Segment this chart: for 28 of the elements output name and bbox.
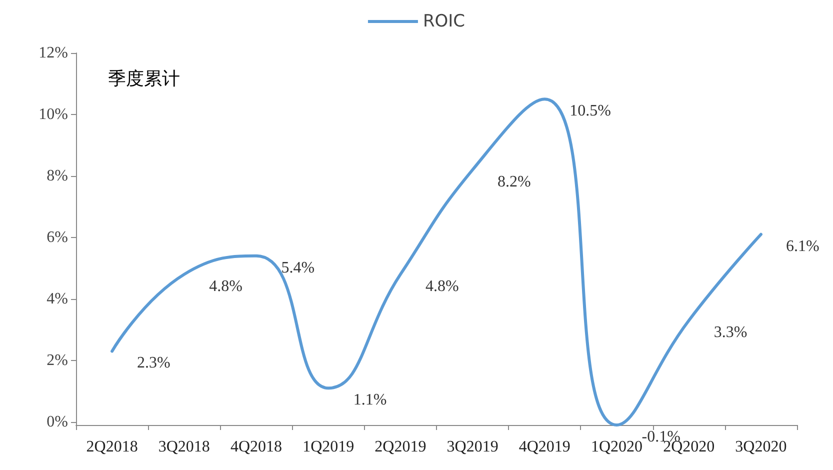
x-tick-label: 1Q2019	[302, 438, 354, 456]
data-label: 5.4%	[281, 259, 315, 276]
line-series	[110, 98, 762, 426]
y-tick-label: 8%	[46, 167, 68, 184]
legend-label: ROIC	[422, 12, 466, 32]
y-tick-label: 4%	[46, 290, 68, 308]
annotation: 季度累计	[108, 68, 180, 90]
data-label: 10.5%	[570, 102, 611, 120]
data-label: 4.8%	[209, 278, 242, 295]
data-label: 3.3%	[714, 324, 748, 341]
y-tick-label: 2%	[46, 352, 68, 369]
x-tick-label: 2Q2018	[86, 438, 138, 456]
y-tick-label: 6%	[46, 228, 68, 246]
x-tick-label: 4Q2018	[230, 438, 282, 456]
data-label: 4.8%	[425, 278, 459, 295]
x-tick-label: 2Q2019	[374, 438, 426, 456]
data-label: 6.1%	[786, 238, 820, 255]
x-tick-label: 3Q2018	[158, 438, 210, 456]
data-label: 8.2%	[498, 173, 531, 190]
data-label: 2.3%	[137, 354, 170, 372]
x-tick-label: 3Q2020	[735, 438, 787, 456]
x-tick-label: 1Q2020	[590, 438, 643, 456]
x-tick-label: 3Q2019	[446, 438, 498, 456]
y-tick-label: 12%	[38, 44, 68, 62]
data-label: 1.1%	[353, 392, 387, 409]
y-tick-label: 10%	[38, 106, 68, 123]
x-tick-label: 4Q2019	[518, 438, 570, 456]
y-tick-label: 0%	[46, 413, 68, 430]
